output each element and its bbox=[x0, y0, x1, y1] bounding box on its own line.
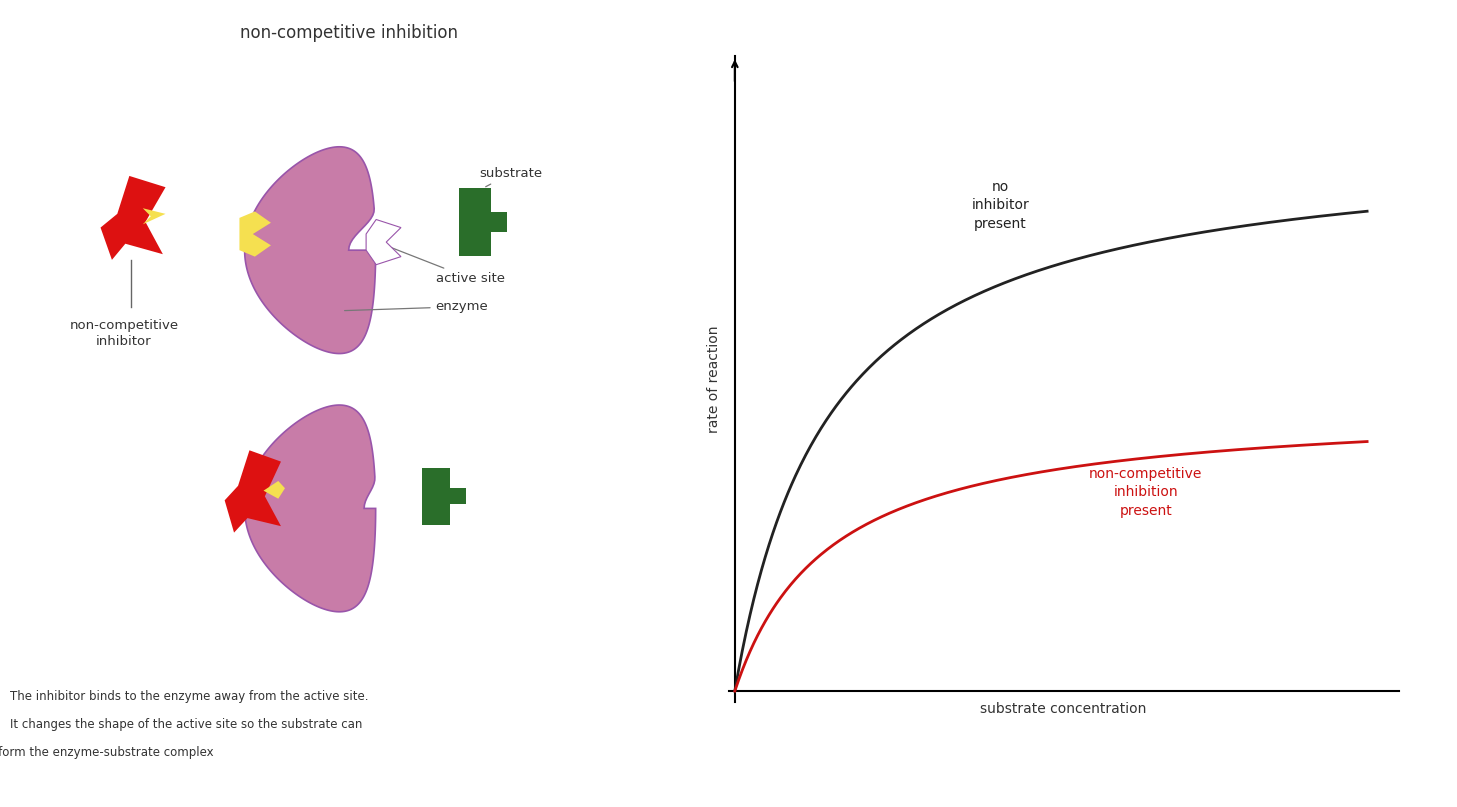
Polygon shape bbox=[245, 147, 376, 353]
Polygon shape bbox=[143, 208, 166, 224]
Text: no
inhibitor
present: no inhibitor present bbox=[972, 180, 1029, 231]
Text: The inhibitor binds to the enzyme away from the active site.: The inhibitor binds to the enzyme away f… bbox=[10, 690, 369, 703]
Text: substrate: substrate bbox=[479, 167, 542, 186]
Polygon shape bbox=[459, 188, 507, 256]
Polygon shape bbox=[366, 220, 401, 265]
Polygon shape bbox=[264, 481, 286, 499]
Text: It changes the shape of the active site so the substrate can: It changes the shape of the active site … bbox=[10, 718, 363, 731]
Text: non-competitive
inhibition
present: non-competitive inhibition present bbox=[1090, 467, 1202, 518]
Text: non-competitive
inhibitor: non-competitive inhibitor bbox=[70, 319, 179, 348]
Polygon shape bbox=[423, 468, 466, 525]
Polygon shape bbox=[224, 450, 281, 533]
Y-axis label: rate of reaction: rate of reaction bbox=[707, 325, 721, 433]
Text: active site: active site bbox=[390, 247, 504, 285]
Text: enzyme: enzyme bbox=[345, 300, 488, 313]
Polygon shape bbox=[239, 211, 271, 257]
Polygon shape bbox=[245, 405, 376, 612]
Polygon shape bbox=[101, 176, 166, 260]
Text: no longer bind to form the enzyme-substrate complex: no longer bind to form the enzyme-substr… bbox=[0, 746, 214, 759]
X-axis label: substrate concentration: substrate concentration bbox=[981, 702, 1147, 716]
Text: non-competitive inhibition: non-competitive inhibition bbox=[239, 24, 457, 42]
